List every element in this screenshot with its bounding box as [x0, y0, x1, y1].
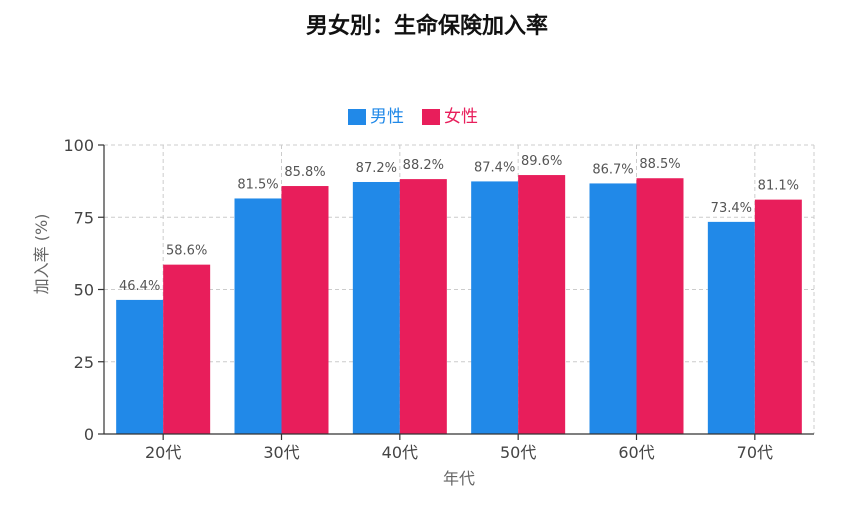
gridlines [104, 144, 815, 435]
data-label-male-5: 73.4% [711, 201, 752, 216]
bar-female-5[interactable] [754, 199, 802, 434]
bar-male-5[interactable] [707, 221, 755, 434]
x-axis-title: 年代 [443, 469, 475, 488]
chart-title: 男女別：生命保険加入率 [306, 13, 548, 39]
y-tick-label-100: 100 [63, 136, 94, 155]
bar-female-4[interactable] [636, 178, 684, 434]
bar-male-2[interactable] [352, 181, 400, 434]
bar-female-3[interactable] [518, 175, 566, 434]
data-label-male-3: 87.4% [474, 160, 515, 175]
data-label-female-0: 58.6% [166, 244, 207, 259]
data-label-male-1: 81.5% [237, 177, 278, 192]
data-label-female-1: 85.8% [284, 165, 325, 180]
x-tick-label-3: 50代 [500, 443, 536, 462]
bar-female-2[interactable] [399, 179, 447, 434]
bars [116, 175, 802, 434]
x-tick-label-2: 40代 [382, 443, 418, 462]
legend-swatch-female[interactable] [422, 109, 440, 125]
data-label-male-0: 46.4% [119, 279, 160, 294]
y-tick-label-25: 25 [74, 353, 94, 372]
x-tick-label-5: 70代 [737, 443, 773, 462]
data-labels: 46.4% 58.6% 81.5% 85.8% 87.2% 88.2% 87.4% 89.6%… [119, 154, 799, 294]
x-tick-label-1: 30代 [263, 443, 299, 462]
axes: 0 25 50 75 100 20代 30代 40代 50代 60代 70代 [63, 136, 814, 462]
bar-male-4[interactable] [589, 183, 637, 434]
legend-label-female[interactable]: 女性 [444, 107, 478, 127]
bar-male-1[interactable] [234, 198, 282, 434]
bar-female-0[interactable] [163, 264, 211, 434]
x-tick-label-4: 60代 [618, 443, 654, 462]
bar-female-1[interactable] [281, 186, 329, 434]
y-tick-label-50: 50 [74, 281, 94, 300]
y-axis-title: 加入率 (%) [32, 214, 51, 295]
legend: 男性 女性 [348, 107, 478, 127]
y-tick-label-0: 0 [84, 425, 94, 444]
x-tick-label-0: 20代 [145, 443, 181, 462]
legend-label-male[interactable]: 男性 [370, 107, 404, 127]
data-label-female-2: 88.2% [403, 158, 444, 173]
bar-male-3[interactable] [471, 181, 519, 434]
bar-male-0[interactable] [116, 299, 164, 434]
legend-swatch-male[interactable] [348, 109, 366, 125]
data-label-male-4: 86.7% [592, 162, 633, 177]
data-label-male-2: 87.2% [356, 161, 397, 176]
data-label-female-5: 81.1% [758, 179, 799, 194]
data-label-female-4: 88.5% [639, 157, 680, 172]
y-tick-label-75: 75 [74, 208, 94, 227]
data-label-female-3: 89.6% [521, 154, 562, 169]
